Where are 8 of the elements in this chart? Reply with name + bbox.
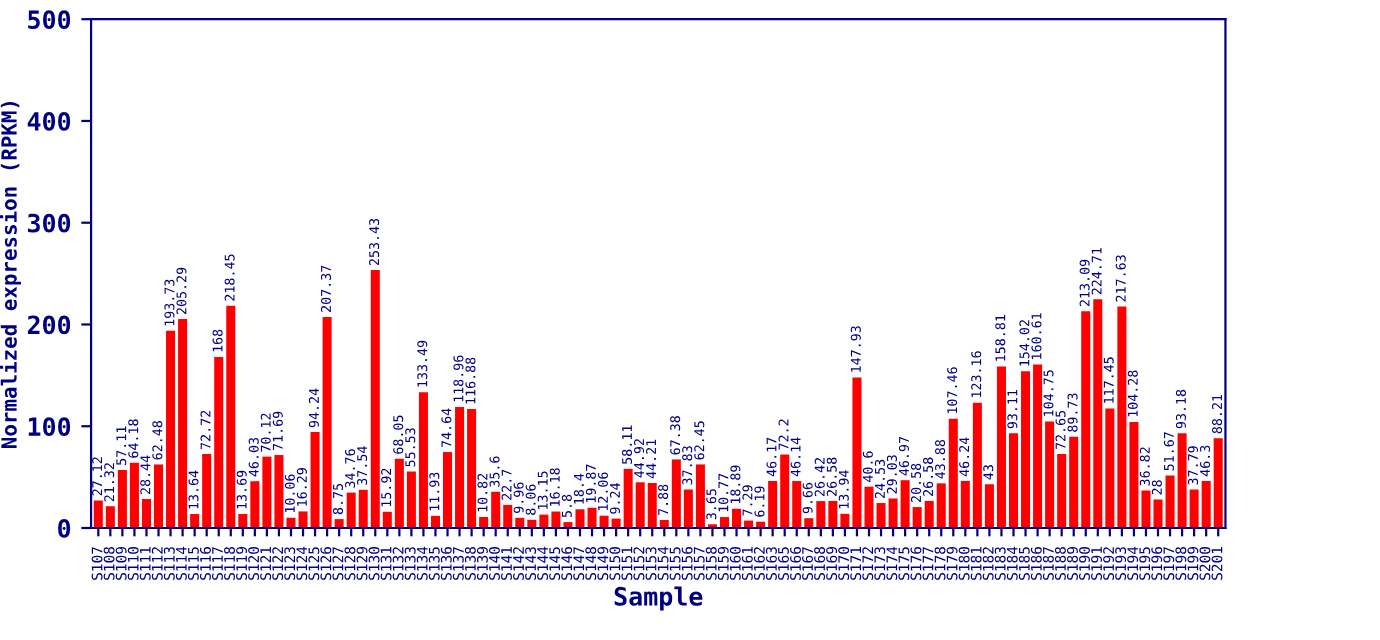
y-tick-label: 500 — [28, 10, 71, 30]
y-tick-label: 300 — [28, 213, 71, 233]
y-tick-label: 100 — [28, 417, 71, 437]
y-axis-title: Normalized expression (RPKM) — [0, 101, 21, 448]
y-tick-label: 0 — [58, 518, 71, 538]
y-tick-label: 400 — [27, 111, 71, 131]
x-axis-title: Sample — [614, 586, 703, 611]
y-tick-label: 200 — [27, 315, 71, 335]
